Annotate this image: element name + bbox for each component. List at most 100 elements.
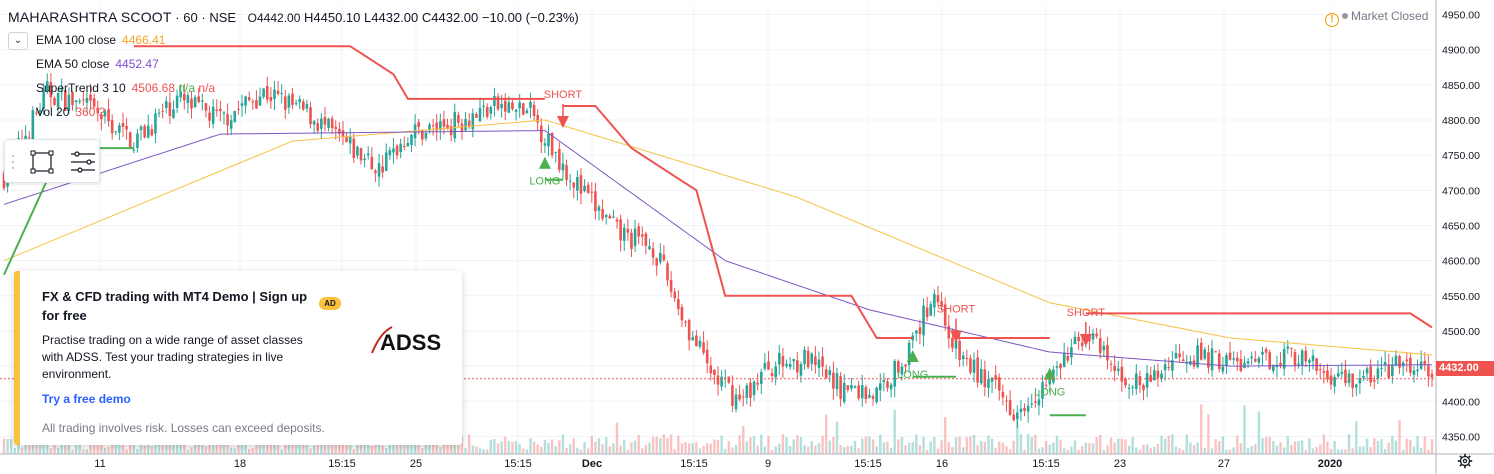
volume-bar	[597, 438, 601, 454]
candle-body	[237, 108, 240, 110]
candle	[1048, 378, 1052, 393]
candle-body	[359, 148, 363, 161]
candle	[947, 314, 951, 349]
volume-bar	[1304, 449, 1307, 454]
candle-body	[1336, 373, 1340, 377]
candle	[485, 103, 489, 120]
time-axis: 11 18 15:15 25 15:15 Dec 15:15 9 15:15 16 15:15 23 2…	[0, 453, 1494, 470]
gear-icon[interactable]	[1457, 453, 1473, 469]
candle	[381, 155, 384, 178]
candle	[240, 94, 244, 117]
rectangle-tool-icon[interactable]	[30, 150, 54, 174]
ad-title[interactable]: FX & CFD trading with MT4 Demo | Sign up…	[42, 289, 308, 323]
candle	[201, 93, 204, 111]
market-status[interactable]: ! Market Closed	[1325, 9, 1428, 27]
volume-bar	[348, 440, 352, 454]
volume-bar	[958, 436, 961, 454]
candle	[965, 349, 969, 366]
candle-body	[265, 85, 269, 100]
volume-bar	[1409, 439, 1412, 454]
candle-body	[1376, 368, 1380, 379]
candle-body	[540, 125, 543, 143]
settings-lines-icon[interactable]	[71, 151, 95, 173]
indicator-supertrend[interactable]: SuperTrend 3 10 4506.68 n/a n/a	[36, 81, 215, 95]
candle-body	[1116, 368, 1120, 371]
volume-bar	[143, 445, 146, 454]
time-tick-label: 11	[94, 458, 105, 470]
volume-bar	[1196, 442, 1199, 454]
candle-body	[1120, 366, 1124, 382]
candle	[669, 271, 673, 298]
candle	[1217, 349, 1221, 373]
candle-body	[651, 248, 655, 258]
drag-handle-icon[interactable]	[12, 155, 14, 169]
candle	[1427, 355, 1430, 387]
candle-body	[886, 381, 889, 388]
candle-body	[1145, 373, 1149, 388]
ad-cta-link[interactable]: Try a free demo	[42, 392, 131, 406]
candle-body	[168, 102, 172, 117]
candle	[1062, 342, 1066, 368]
indicator-ema50[interactable]: EMA 50 close 4452.47	[36, 57, 159, 71]
indicator-volume[interactable]: Vol 20 360 2	[36, 105, 105, 119]
volume-bar	[298, 440, 301, 454]
candle	[439, 113, 442, 141]
candle-body	[1373, 380, 1376, 382]
candle	[882, 372, 886, 392]
volume-bar	[49, 448, 53, 454]
candle-body	[893, 360, 896, 387]
ad-logo-text: ADSS	[380, 330, 441, 355]
symbol-name[interactable]: MAHARASHTRA SCOOT	[8, 9, 172, 25]
volume-bar	[439, 447, 442, 454]
candle-body	[496, 96, 500, 110]
candle-body	[933, 293, 936, 308]
candle	[410, 134, 413, 153]
candle	[622, 223, 626, 252]
candle	[464, 111, 467, 132]
signal-label: LONG	[1034, 387, 1065, 399]
indicator-ema100[interactable]: EMA 100 close 4466.41	[36, 33, 165, 47]
volume-bar	[778, 443, 781, 454]
candle	[1268, 349, 1272, 371]
candle	[868, 388, 871, 399]
candle	[1365, 366, 1369, 382]
volume-bar	[110, 441, 114, 454]
candle-body	[547, 133, 550, 147]
volume-bar	[1181, 449, 1185, 454]
volume-bar	[1102, 449, 1106, 454]
candle	[482, 99, 485, 118]
volume-bar	[720, 435, 723, 454]
candle-body	[1221, 366, 1225, 372]
ad-banner[interactable]: FX & CFD trading with MT4 Demo | Sign up…	[14, 271, 462, 445]
candle-body	[561, 163, 565, 171]
candle-body	[990, 377, 994, 382]
candle	[366, 146, 370, 160]
volume-bar	[496, 443, 500, 454]
candle-body	[1358, 378, 1362, 384]
volume-bar	[1048, 444, 1051, 454]
volume-bar	[71, 449, 74, 454]
volume-bar	[1275, 445, 1279, 454]
interval[interactable]: 60	[183, 10, 198, 25]
candle-body	[1037, 399, 1041, 406]
volume-bar	[385, 448, 388, 454]
candle	[911, 332, 915, 349]
candle	[1225, 352, 1228, 375]
collapse-legend-button[interactable]: ⌄	[8, 32, 28, 50]
candle	[370, 147, 374, 171]
indicator-name: Vol 20	[36, 105, 70, 119]
volume-bar	[601, 444, 604, 454]
candle-body	[604, 215, 608, 217]
candle-body	[936, 295, 940, 303]
candle-body	[907, 342, 911, 366]
candle	[651, 242, 655, 266]
candle	[175, 89, 179, 113]
ohlc-high: H4450.10	[304, 10, 361, 25]
candle	[1235, 351, 1239, 371]
candle	[594, 182, 597, 220]
candle	[453, 103, 457, 143]
volume-bar	[659, 438, 662, 454]
candle-body	[648, 246, 651, 250]
candle-body	[103, 111, 107, 117]
